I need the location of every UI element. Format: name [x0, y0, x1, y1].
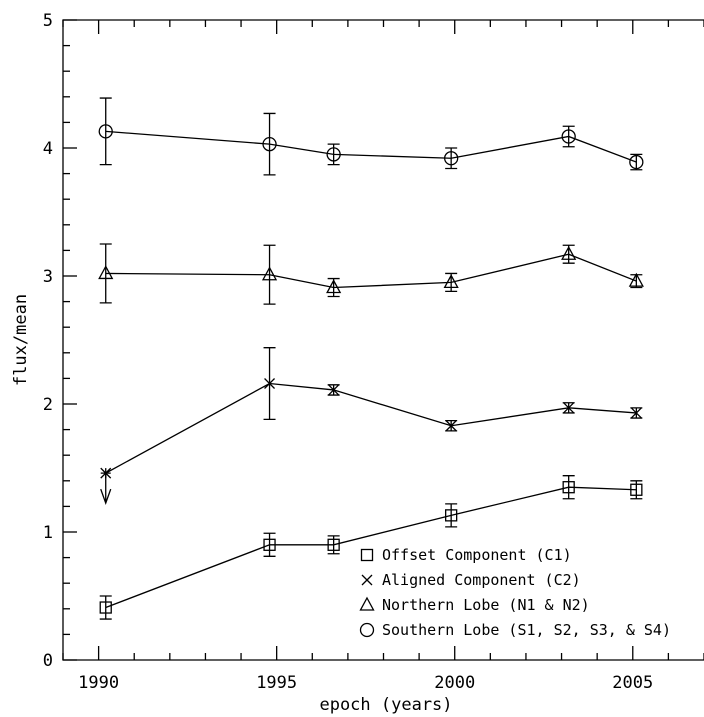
cross-marker	[361, 574, 373, 586]
error-bar	[562, 475, 575, 500]
triangle-marker	[359, 596, 375, 611]
error-bar	[263, 532, 276, 557]
square-marker	[630, 483, 643, 496]
circle-marker	[629, 154, 644, 170]
error-bar	[562, 125, 575, 148]
plot-frame	[62, 19, 704, 661]
cross-marker	[328, 384, 340, 396]
series-1	[100, 347, 643, 506]
y-axis-title: flux/mean	[11, 294, 31, 386]
error-bar	[99, 243, 112, 304]
square-marker	[99, 601, 112, 614]
triangle-marker	[561, 245, 577, 260]
legend-label: Southern Lobe (S1, S2, S3, & S4)	[382, 621, 671, 639]
legend-label: Offset Component (C1)	[382, 546, 572, 564]
square-marker	[562, 481, 575, 494]
circle-marker	[561, 129, 576, 144]
error-bar	[263, 244, 276, 305]
x-tick-label: 2000	[434, 673, 475, 693]
triangle-marker	[261, 266, 278, 281]
error-bar	[263, 112, 276, 176]
cross-marker	[563, 402, 575, 414]
cross-marker	[630, 407, 642, 419]
series-line	[105, 130, 637, 163]
error-bar	[99, 595, 112, 620]
triangle-marker	[98, 265, 114, 280]
axis-ticks: 1990 1995 2000 2005 0 1 2 3 4 5	[43, 11, 704, 693]
series-layer	[98, 97, 644, 620]
triangle-marker	[628, 272, 644, 287]
series-3	[98, 97, 644, 176]
cross-marker	[445, 420, 457, 432]
square-marker	[263, 538, 276, 551]
legend-label: Northern Lobe (N1 & N2)	[382, 596, 590, 614]
series-line	[105, 253, 637, 289]
y-tick-label: 2	[43, 395, 53, 415]
legend-label: Aligned Component (C2)	[382, 571, 581, 589]
triangle-marker	[326, 279, 342, 294]
circle-marker	[262, 137, 277, 152]
x-tick-label: 2005	[612, 673, 653, 693]
square-marker	[360, 548, 374, 562]
square-marker	[327, 538, 340, 551]
series-line	[105, 382, 637, 474]
y-tick-label: 1	[43, 523, 53, 543]
circle-marker	[98, 124, 113, 139]
circle-marker	[444, 151, 459, 166]
series-2	[98, 243, 644, 305]
y-tick-label: 5	[43, 11, 53, 31]
x-tick-label: 1995	[256, 673, 297, 693]
series-line	[105, 486, 637, 609]
triangle-marker	[443, 274, 459, 289]
x-axis-title: epoch (years)	[319, 695, 452, 715]
error-bar	[445, 503, 458, 528]
series-0	[99, 475, 643, 620]
plot-border	[62, 19, 704, 661]
circle-marker	[326, 147, 341, 162]
cross-marker	[264, 378, 276, 389]
asterisk-marker	[100, 468, 111, 479]
circle-marker	[359, 622, 375, 638]
y-tick-label: 0	[43, 651, 53, 671]
legend: Offset Component (C1) Aligned Component (…	[359, 546, 671, 639]
error-bar	[630, 153, 643, 171]
square-marker	[445, 509, 458, 522]
x-tick-label: 1990	[78, 673, 119, 693]
y-tick-label: 3	[43, 267, 53, 287]
y-tick-label: 4	[43, 139, 53, 159]
error-bar	[99, 97, 112, 166]
